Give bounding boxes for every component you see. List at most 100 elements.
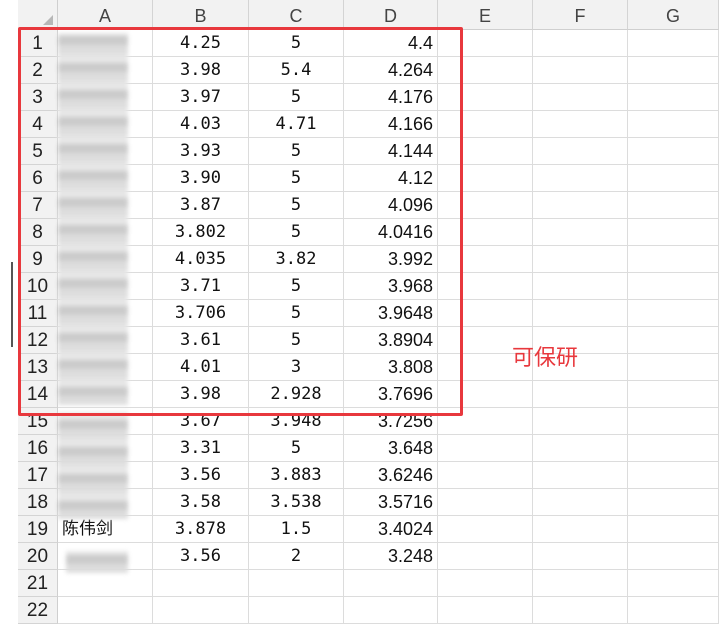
cell-e[interactable] xyxy=(438,246,533,273)
cell-e[interactable] xyxy=(438,300,533,327)
cell-c[interactable]: 5.4 xyxy=(249,57,344,84)
cell-f[interactable] xyxy=(533,57,628,84)
cell-b[interactable]: 3.71 xyxy=(153,273,249,300)
cell-d[interactable]: 4.166 xyxy=(344,111,438,138)
cell-e[interactable] xyxy=(438,111,533,138)
row-header[interactable]: 3 xyxy=(18,84,58,111)
cell-f[interactable] xyxy=(533,408,628,435)
cell-g[interactable] xyxy=(628,489,719,516)
row-header[interactable]: 5 xyxy=(18,138,58,165)
column-header-c[interactable]: C xyxy=(249,0,344,30)
row-header[interactable]: 11 xyxy=(18,300,58,327)
cell-g[interactable] xyxy=(628,570,719,597)
cell-f[interactable] xyxy=(533,435,628,462)
cell-d[interactable]: 4.4 xyxy=(344,30,438,57)
cell-f[interactable] xyxy=(533,489,628,516)
row-header[interactable]: 18 xyxy=(18,489,58,516)
cell-e[interactable] xyxy=(438,219,533,246)
cell-c[interactable]: 2.928 xyxy=(249,381,344,408)
cell-e[interactable] xyxy=(438,435,533,462)
cell-d[interactable]: 3.808 xyxy=(344,354,438,381)
cell-g[interactable] xyxy=(628,30,719,57)
cell-c[interactable]: 5 xyxy=(249,300,344,327)
cell-c[interactable]: 5 xyxy=(249,84,344,111)
cell-b[interactable]: 4.01 xyxy=(153,354,249,381)
cell-d[interactable]: 4.144 xyxy=(344,138,438,165)
cell-b[interactable]: 3.98 xyxy=(153,57,249,84)
cell-c[interactable]: 5 xyxy=(249,219,344,246)
cell-b[interactable]: 3.67 xyxy=(153,408,249,435)
cell-g[interactable] xyxy=(628,165,719,192)
cell-g[interactable] xyxy=(628,354,719,381)
cell-f[interactable] xyxy=(533,462,628,489)
cell-c[interactable]: 2 xyxy=(249,543,344,570)
cell-e[interactable] xyxy=(438,516,533,543)
cell-c[interactable]: 1.5 xyxy=(249,516,344,543)
cell-b[interactable]: 3.56 xyxy=(153,543,249,570)
cell-d[interactable]: 3.992 xyxy=(344,246,438,273)
row-header[interactable]: 20 xyxy=(18,543,58,570)
cell-c[interactable]: 3 xyxy=(249,354,344,381)
cell-c[interactable]: 5 xyxy=(249,435,344,462)
cell-f[interactable] xyxy=(533,111,628,138)
column-header-d[interactable]: D xyxy=(344,0,438,30)
row-header[interactable]: 2 xyxy=(18,57,58,84)
cell-d[interactable]: 4.0416 xyxy=(344,219,438,246)
cell-g[interactable] xyxy=(628,435,719,462)
cell-g[interactable] xyxy=(628,327,719,354)
cell-d[interactable]: 4.12 xyxy=(344,165,438,192)
cell-e[interactable] xyxy=(438,327,533,354)
cell-g[interactable] xyxy=(628,300,719,327)
cell-g[interactable] xyxy=(628,57,719,84)
cell-g[interactable] xyxy=(628,246,719,273)
cell-e[interactable] xyxy=(438,57,533,84)
cell-d[interactable]: 3.7696 xyxy=(344,381,438,408)
cell-d[interactable]: 3.248 xyxy=(344,543,438,570)
cell-e[interactable] xyxy=(438,570,533,597)
row-header[interactable]: 1 xyxy=(18,30,58,57)
cell-e[interactable] xyxy=(438,273,533,300)
cell-b[interactable]: 3.87 xyxy=(153,192,249,219)
cell-g[interactable] xyxy=(628,273,719,300)
cell-d[interactable]: 3.4024 xyxy=(344,516,438,543)
cell-b[interactable]: 3.706 xyxy=(153,300,249,327)
cell-d[interactable]: 4.264 xyxy=(344,57,438,84)
cell-f[interactable] xyxy=(533,354,628,381)
cell-e[interactable] xyxy=(438,489,533,516)
cell-f[interactable] xyxy=(533,246,628,273)
cell-b[interactable]: 3.98 xyxy=(153,381,249,408)
cell-c[interactable]: 5 xyxy=(249,30,344,57)
cell-g[interactable] xyxy=(628,543,719,570)
cell-g[interactable] xyxy=(628,516,719,543)
cell-a[interactable] xyxy=(58,381,153,408)
cell-b[interactable] xyxy=(153,570,249,597)
cell-e[interactable] xyxy=(438,138,533,165)
cell-c[interactable]: 3.82 xyxy=(249,246,344,273)
select-all-corner[interactable] xyxy=(18,0,58,30)
cell-g[interactable] xyxy=(628,192,719,219)
cell-b[interactable]: 3.802 xyxy=(153,219,249,246)
cell-f[interactable] xyxy=(533,165,628,192)
cell-f[interactable] xyxy=(533,138,628,165)
row-header[interactable]: 4 xyxy=(18,111,58,138)
cell-c[interactable]: 5 xyxy=(249,273,344,300)
cell-e[interactable] xyxy=(438,165,533,192)
cell-b[interactable]: 3.31 xyxy=(153,435,249,462)
column-header-a[interactable]: A xyxy=(58,0,153,30)
cell-c[interactable] xyxy=(249,570,344,597)
cell-f[interactable] xyxy=(533,192,628,219)
row-header[interactable]: 6 xyxy=(18,165,58,192)
cell-b[interactable]: 3.878 xyxy=(153,516,249,543)
cell-g[interactable] xyxy=(628,462,719,489)
column-header-b[interactable]: B xyxy=(153,0,249,30)
cell-d[interactable]: 4.096 xyxy=(344,192,438,219)
cell-g[interactable] xyxy=(628,381,719,408)
cell-g[interactable] xyxy=(628,111,719,138)
cell-b[interactable]: 4.03 xyxy=(153,111,249,138)
cell-f[interactable] xyxy=(533,30,628,57)
row-header[interactable]: 9 xyxy=(18,246,58,273)
row-header[interactable]: 15 xyxy=(18,408,58,435)
cell-e[interactable] xyxy=(438,192,533,219)
cell-e[interactable] xyxy=(438,408,533,435)
row-header[interactable]: 10 xyxy=(18,273,58,300)
